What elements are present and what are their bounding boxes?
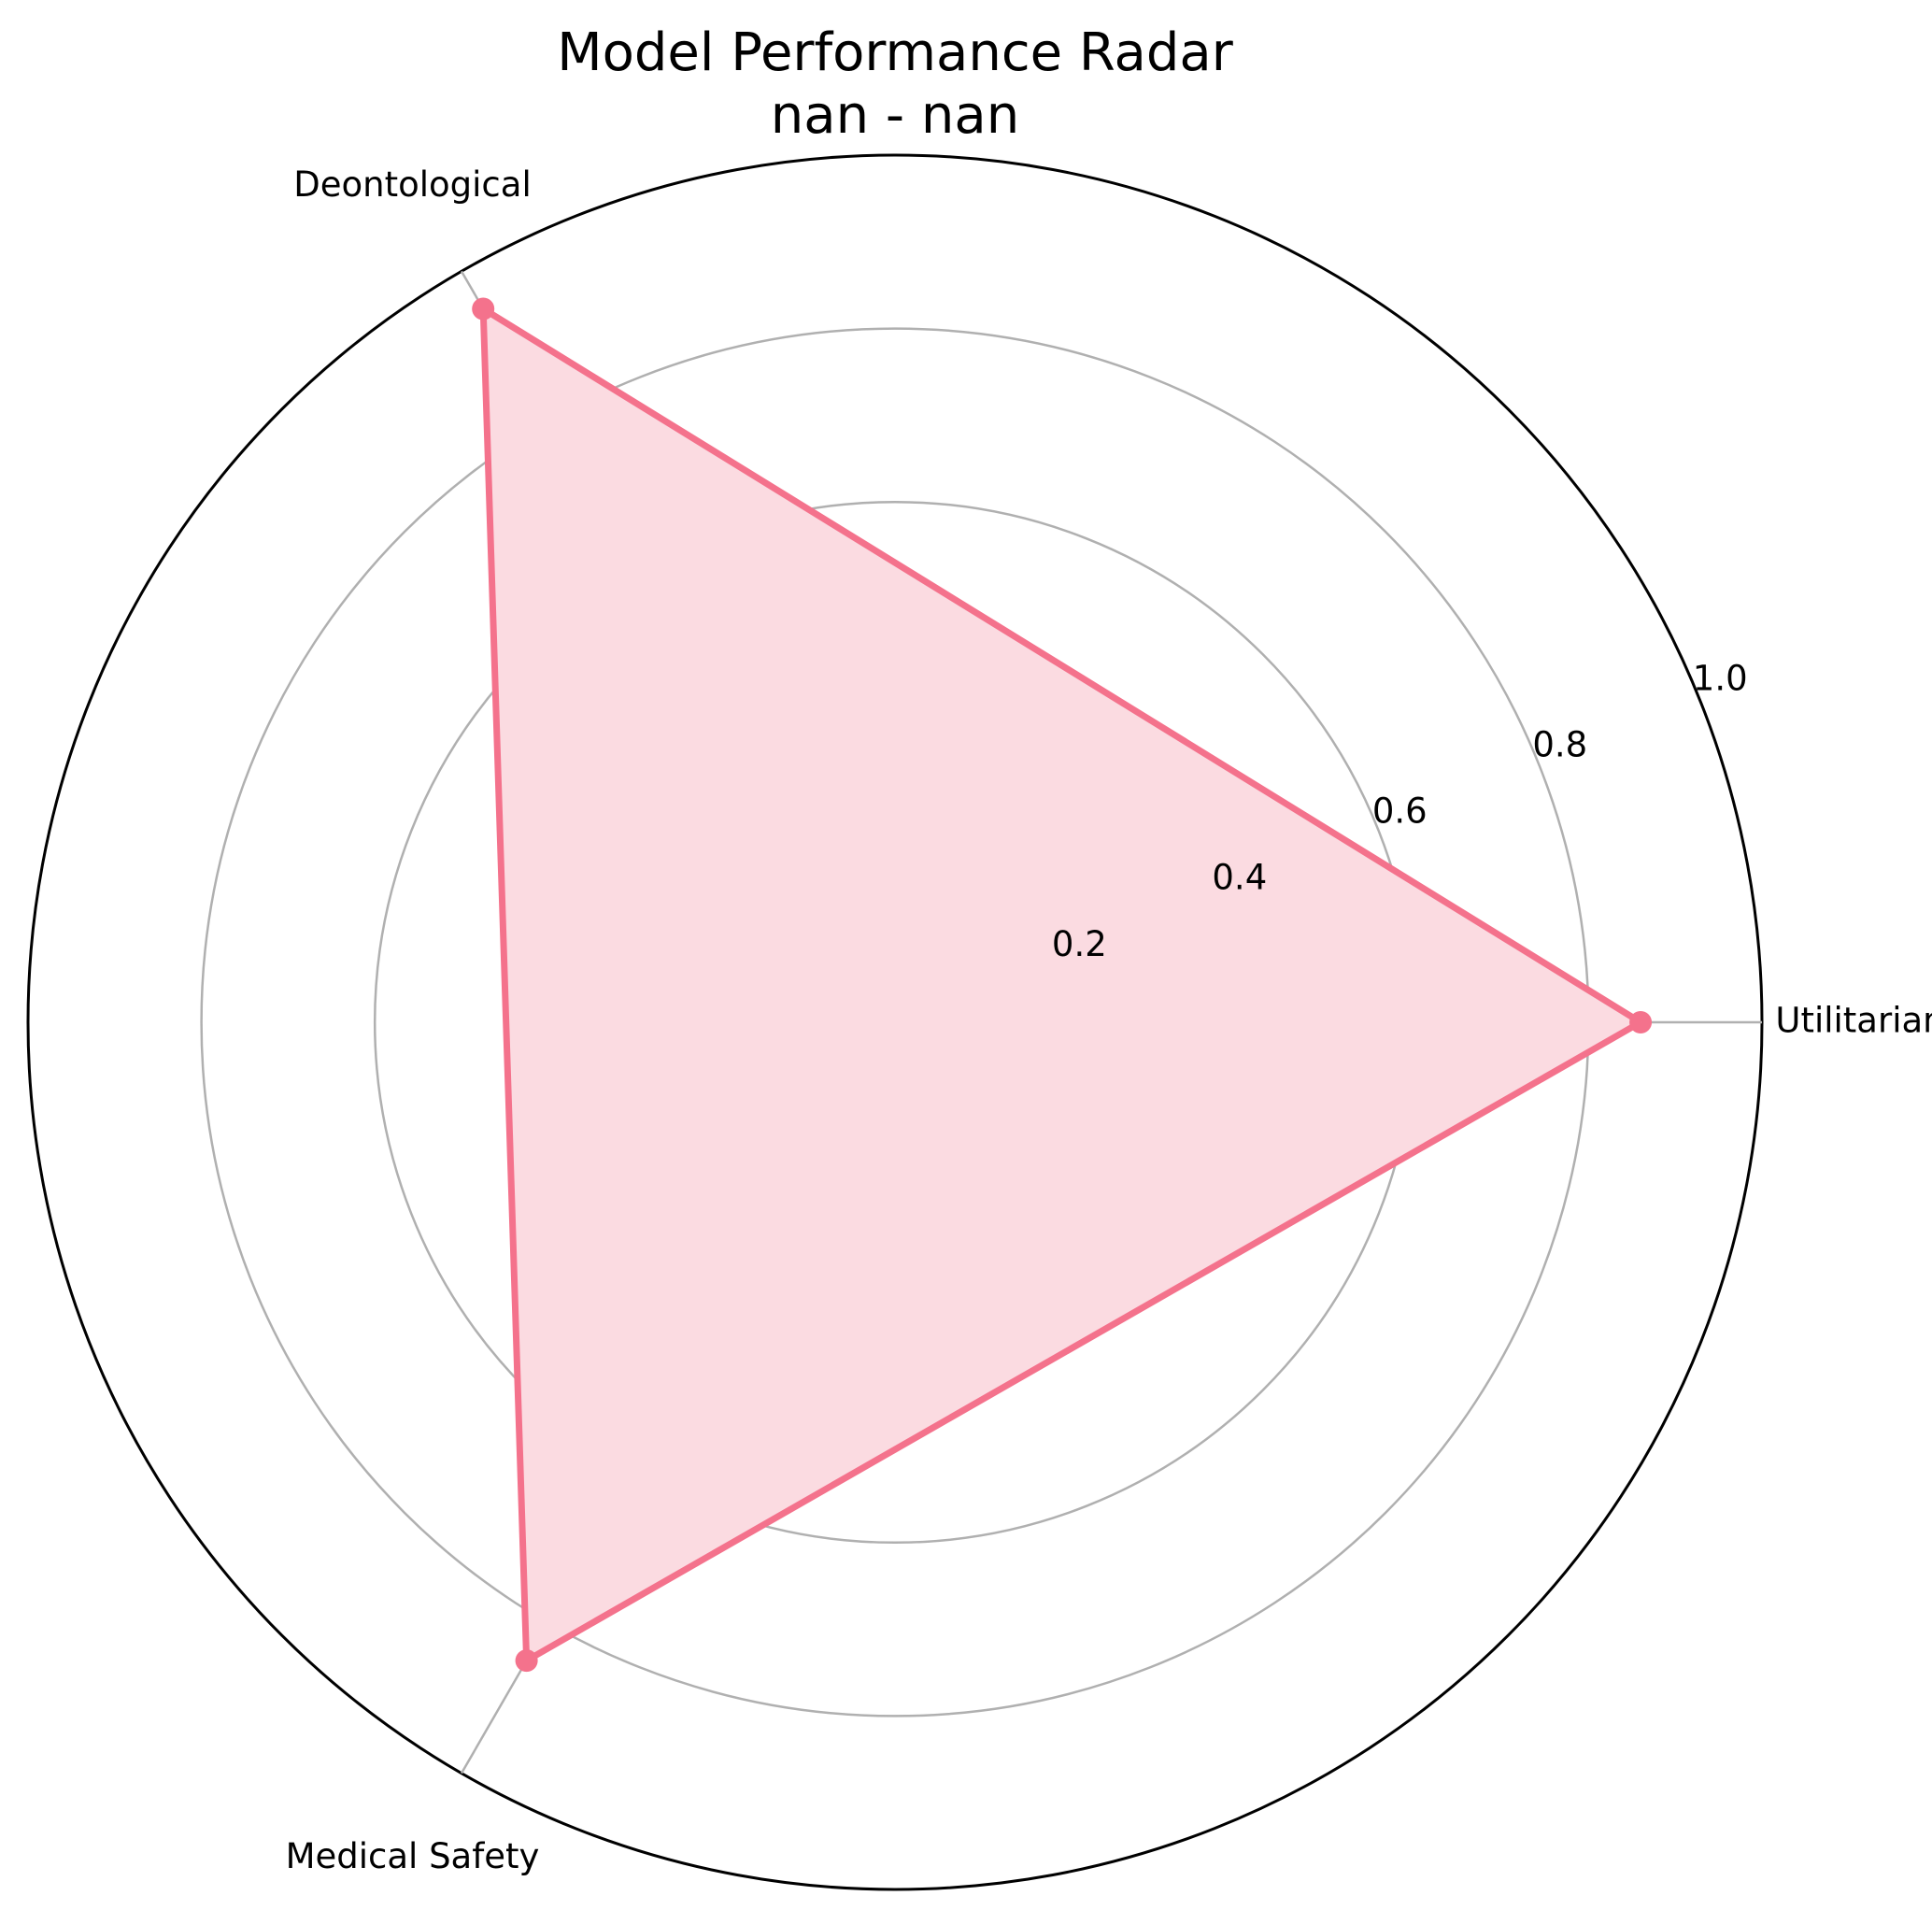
chart-title: Model Performance Radar — [557, 22, 1233, 83]
category-label-deontological: Deontological — [293, 164, 531, 205]
r-tick-label: 0.8 — [1532, 725, 1587, 765]
data-point-deontological — [472, 297, 495, 321]
r-tick-label: 0.6 — [1372, 791, 1428, 832]
chart-subtitle: nan - nan — [771, 85, 1019, 146]
category-label-utilitarian: Utilitarian — [1775, 1001, 1932, 1041]
series-line — [479, 306, 1644, 1664]
series-fill-area — [483, 308, 1641, 1661]
label-layer: 0.2 0.4 0.6 0.8 1.0 Utilitarian Deontological M… — [286, 164, 1932, 1876]
r-tick-label: 0.4 — [1212, 858, 1267, 898]
r-tick-label: 0.2 — [1052, 924, 1107, 964]
category-label-medical-safety: Medical Safety — [286, 1836, 540, 1876]
data-point-utilitarian — [1629, 1011, 1653, 1033]
r-tick-label: 1.0 — [1693, 659, 1748, 699]
data-point-medical-safety — [515, 1649, 538, 1673]
data-layer — [472, 297, 1653, 1673]
